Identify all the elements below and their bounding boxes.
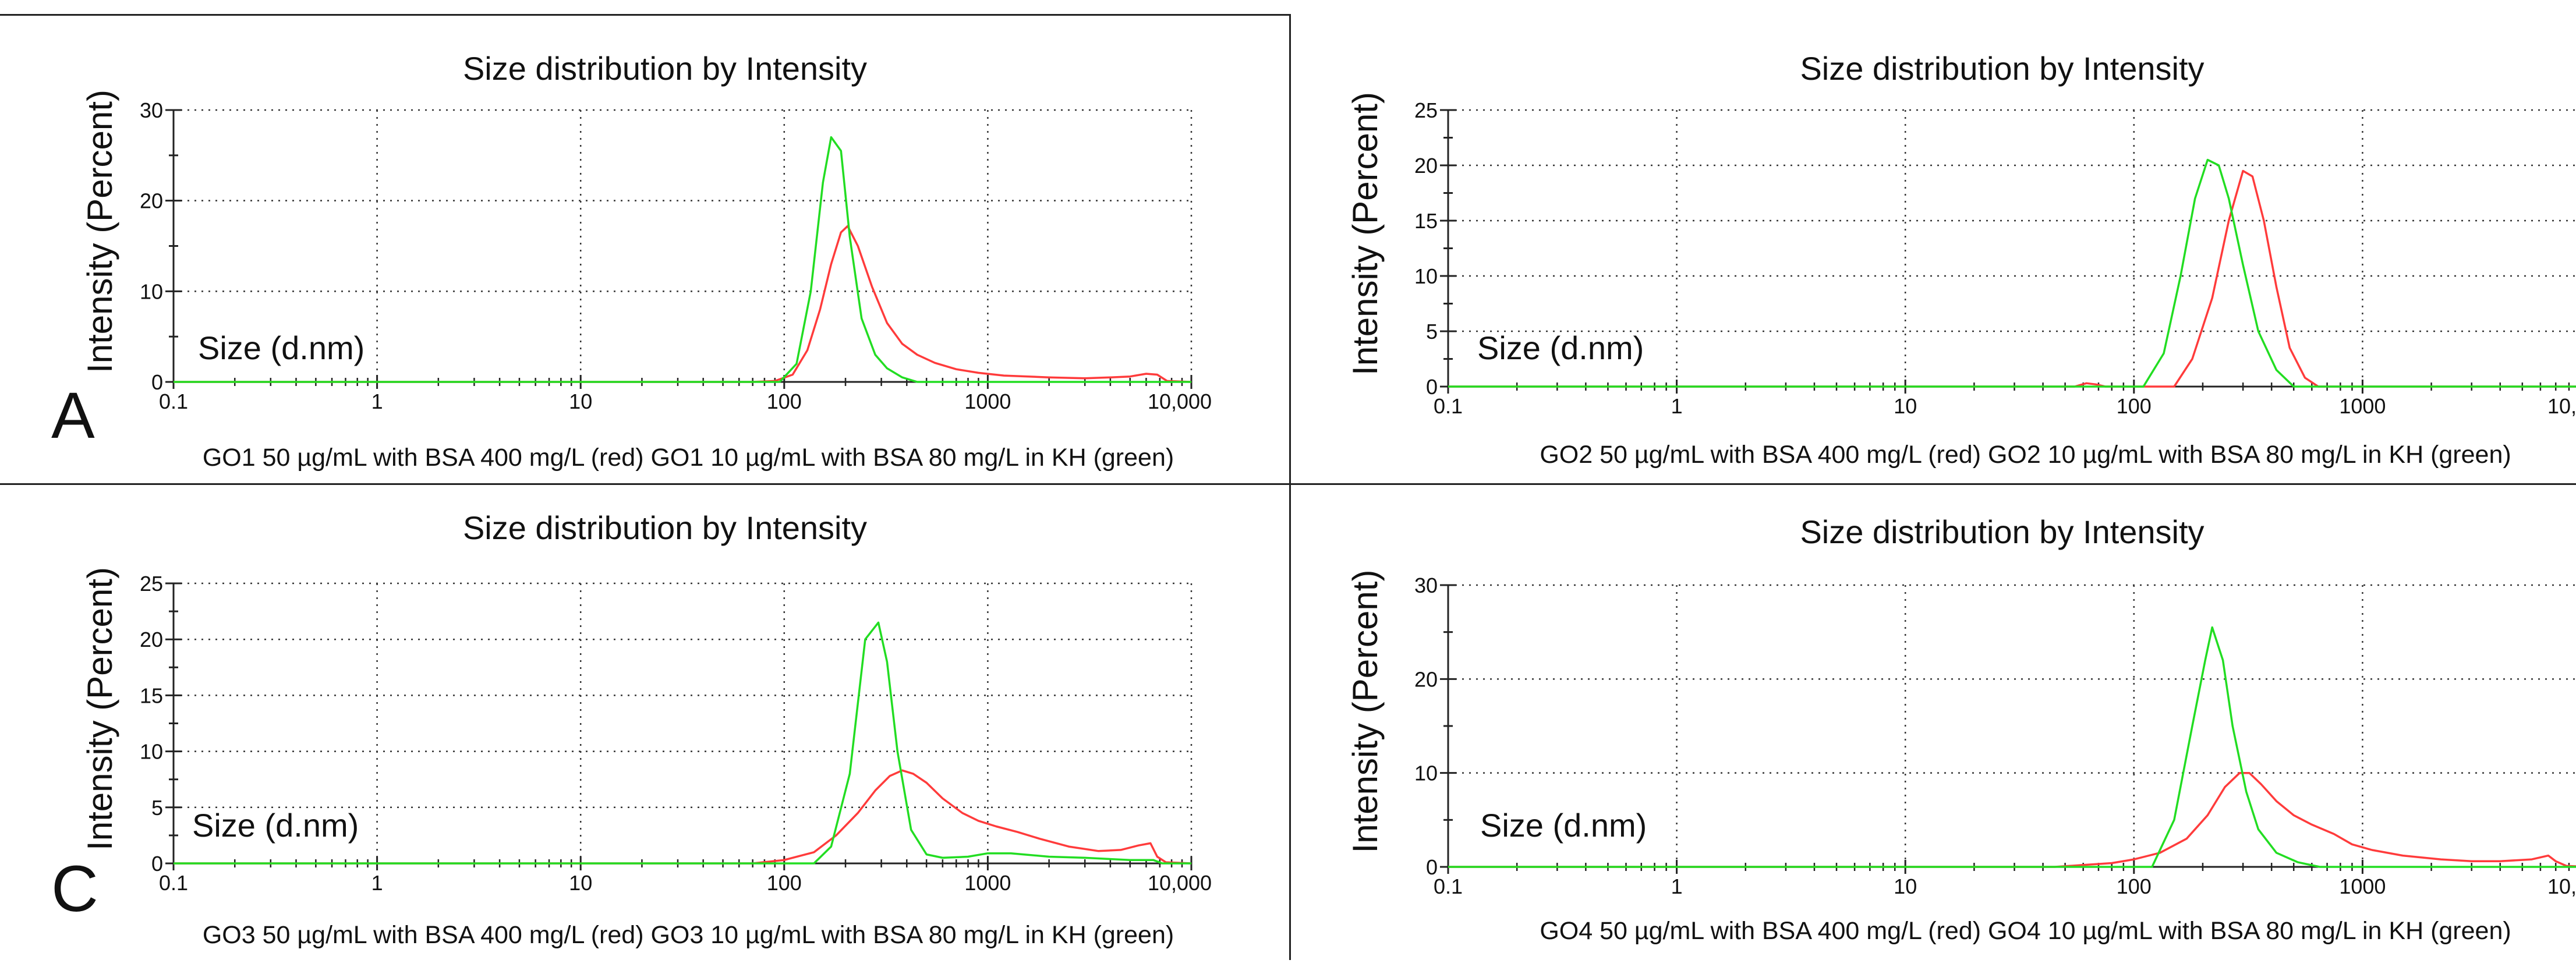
x-tick-label: 1 [371,871,383,895]
panel-caption: GO2 50 µg/mL with BSA 400 mg/L (red) GO2… [1540,441,2511,469]
y-tick-label: 10 [140,279,163,303]
y-axis-label: Intensity (Percent) [80,567,119,851]
x-tick-label: 10,000 [2547,874,2576,898]
panel-caption: GO3 50 µg/mL with BSA 400 mg/L (red) GO3… [203,921,1174,949]
y-tick-label: 15 [1414,209,1438,233]
y-tick-label: 15 [140,683,163,707]
y-tick-label: 30 [140,98,163,122]
y-tick-label: 30 [1414,573,1438,597]
x-tick-label: 1000 [2339,394,2386,418]
chart-title: Size distribution by Intensity [463,50,867,87]
series-line-red [1448,771,2576,868]
series-line-green [174,621,1191,865]
panel-caption: GO1 50 µg/mL with BSA 400 mg/L (red) GO1… [203,444,1174,472]
y-tick-label: 10 [1414,264,1438,288]
y-tick-label: 20 [1414,154,1438,178]
x-tick-label: 10 [569,389,592,413]
y-tick-label: 25 [1414,98,1438,122]
panel-letter: A [51,379,95,452]
x-axis-label: Size (d.nm) [192,807,359,844]
x-axis-label: Size (d.nm) [1480,807,1647,844]
x-tick-label: 10 [1894,874,1917,898]
x-tick-label: 0.1 [1434,394,1463,418]
x-tick-label: 1000 [964,389,1011,413]
x-tick-label: 100 [2117,874,2152,898]
x-tick-label: 10,000 [1148,389,1212,413]
x-tick-label: 1000 [964,871,1011,895]
y-axis-label: Intensity (Percent) [1346,92,1385,376]
y-tick-label: 20 [140,628,163,651]
y-tick-label: 10 [1414,762,1438,785]
x-tick-label: 1 [371,389,383,413]
series-line-green [1448,158,2576,388]
x-tick-label: 0.1 [1434,874,1463,898]
x-tick-label: 10,000 [2547,394,2576,418]
y-tick-label: 0 [151,852,163,876]
y-tick-label: 0 [151,370,163,394]
x-tick-label: 10 [1894,394,1917,418]
series-line-green [174,136,1191,383]
chart-title: Size distribution by Intensity [463,509,867,546]
horizontal-divider [0,483,2576,485]
y-axis-label: Intensity (Percent) [80,90,119,373]
y-tick-label: 20 [1414,667,1438,691]
x-axis-label: Size (d.nm) [198,330,365,366]
y-tick-label: 20 [140,189,163,213]
series-line-red [174,225,1192,383]
x-tick-label: 1 [1671,874,1683,898]
y-tick-label: 10 [140,740,163,764]
x-tick-label: 10 [569,871,592,895]
y-tick-label: 25 [140,572,163,596]
series-line-red [1448,169,2576,388]
chart-title: Size distribution by Intensity [1800,50,2204,87]
y-tick-label: 0 [1426,855,1438,879]
y-tick-label: 5 [151,796,163,820]
top-border-line [0,14,1290,16]
panel-caption: GO4 50 µg/mL with BSA 400 mg/L (red) GO4… [1540,917,2511,945]
series-line-red [174,769,1192,865]
panel-letter: C [51,852,98,925]
x-tick-label: 10,000 [1148,871,1212,895]
y-tick-label: 5 [1426,320,1438,343]
chart-title: Size distribution by Intensity [1800,513,2204,550]
x-tick-label: 100 [767,389,802,413]
x-tick-label: 0.1 [159,871,188,895]
x-tick-label: 100 [767,871,802,895]
vertical-divider [1289,14,1291,960]
x-tick-label: 1 [1671,394,1683,418]
x-axis-label: Size (d.nm) [1477,330,1644,366]
series-line-green [1448,626,2576,868]
y-axis-label: Intensity (Percent) [1346,570,1385,853]
y-tick-label: 0 [1426,375,1438,399]
x-tick-label: 100 [2117,394,2152,418]
x-tick-label: 1000 [2339,874,2386,898]
x-tick-label: 0.1 [159,389,188,413]
